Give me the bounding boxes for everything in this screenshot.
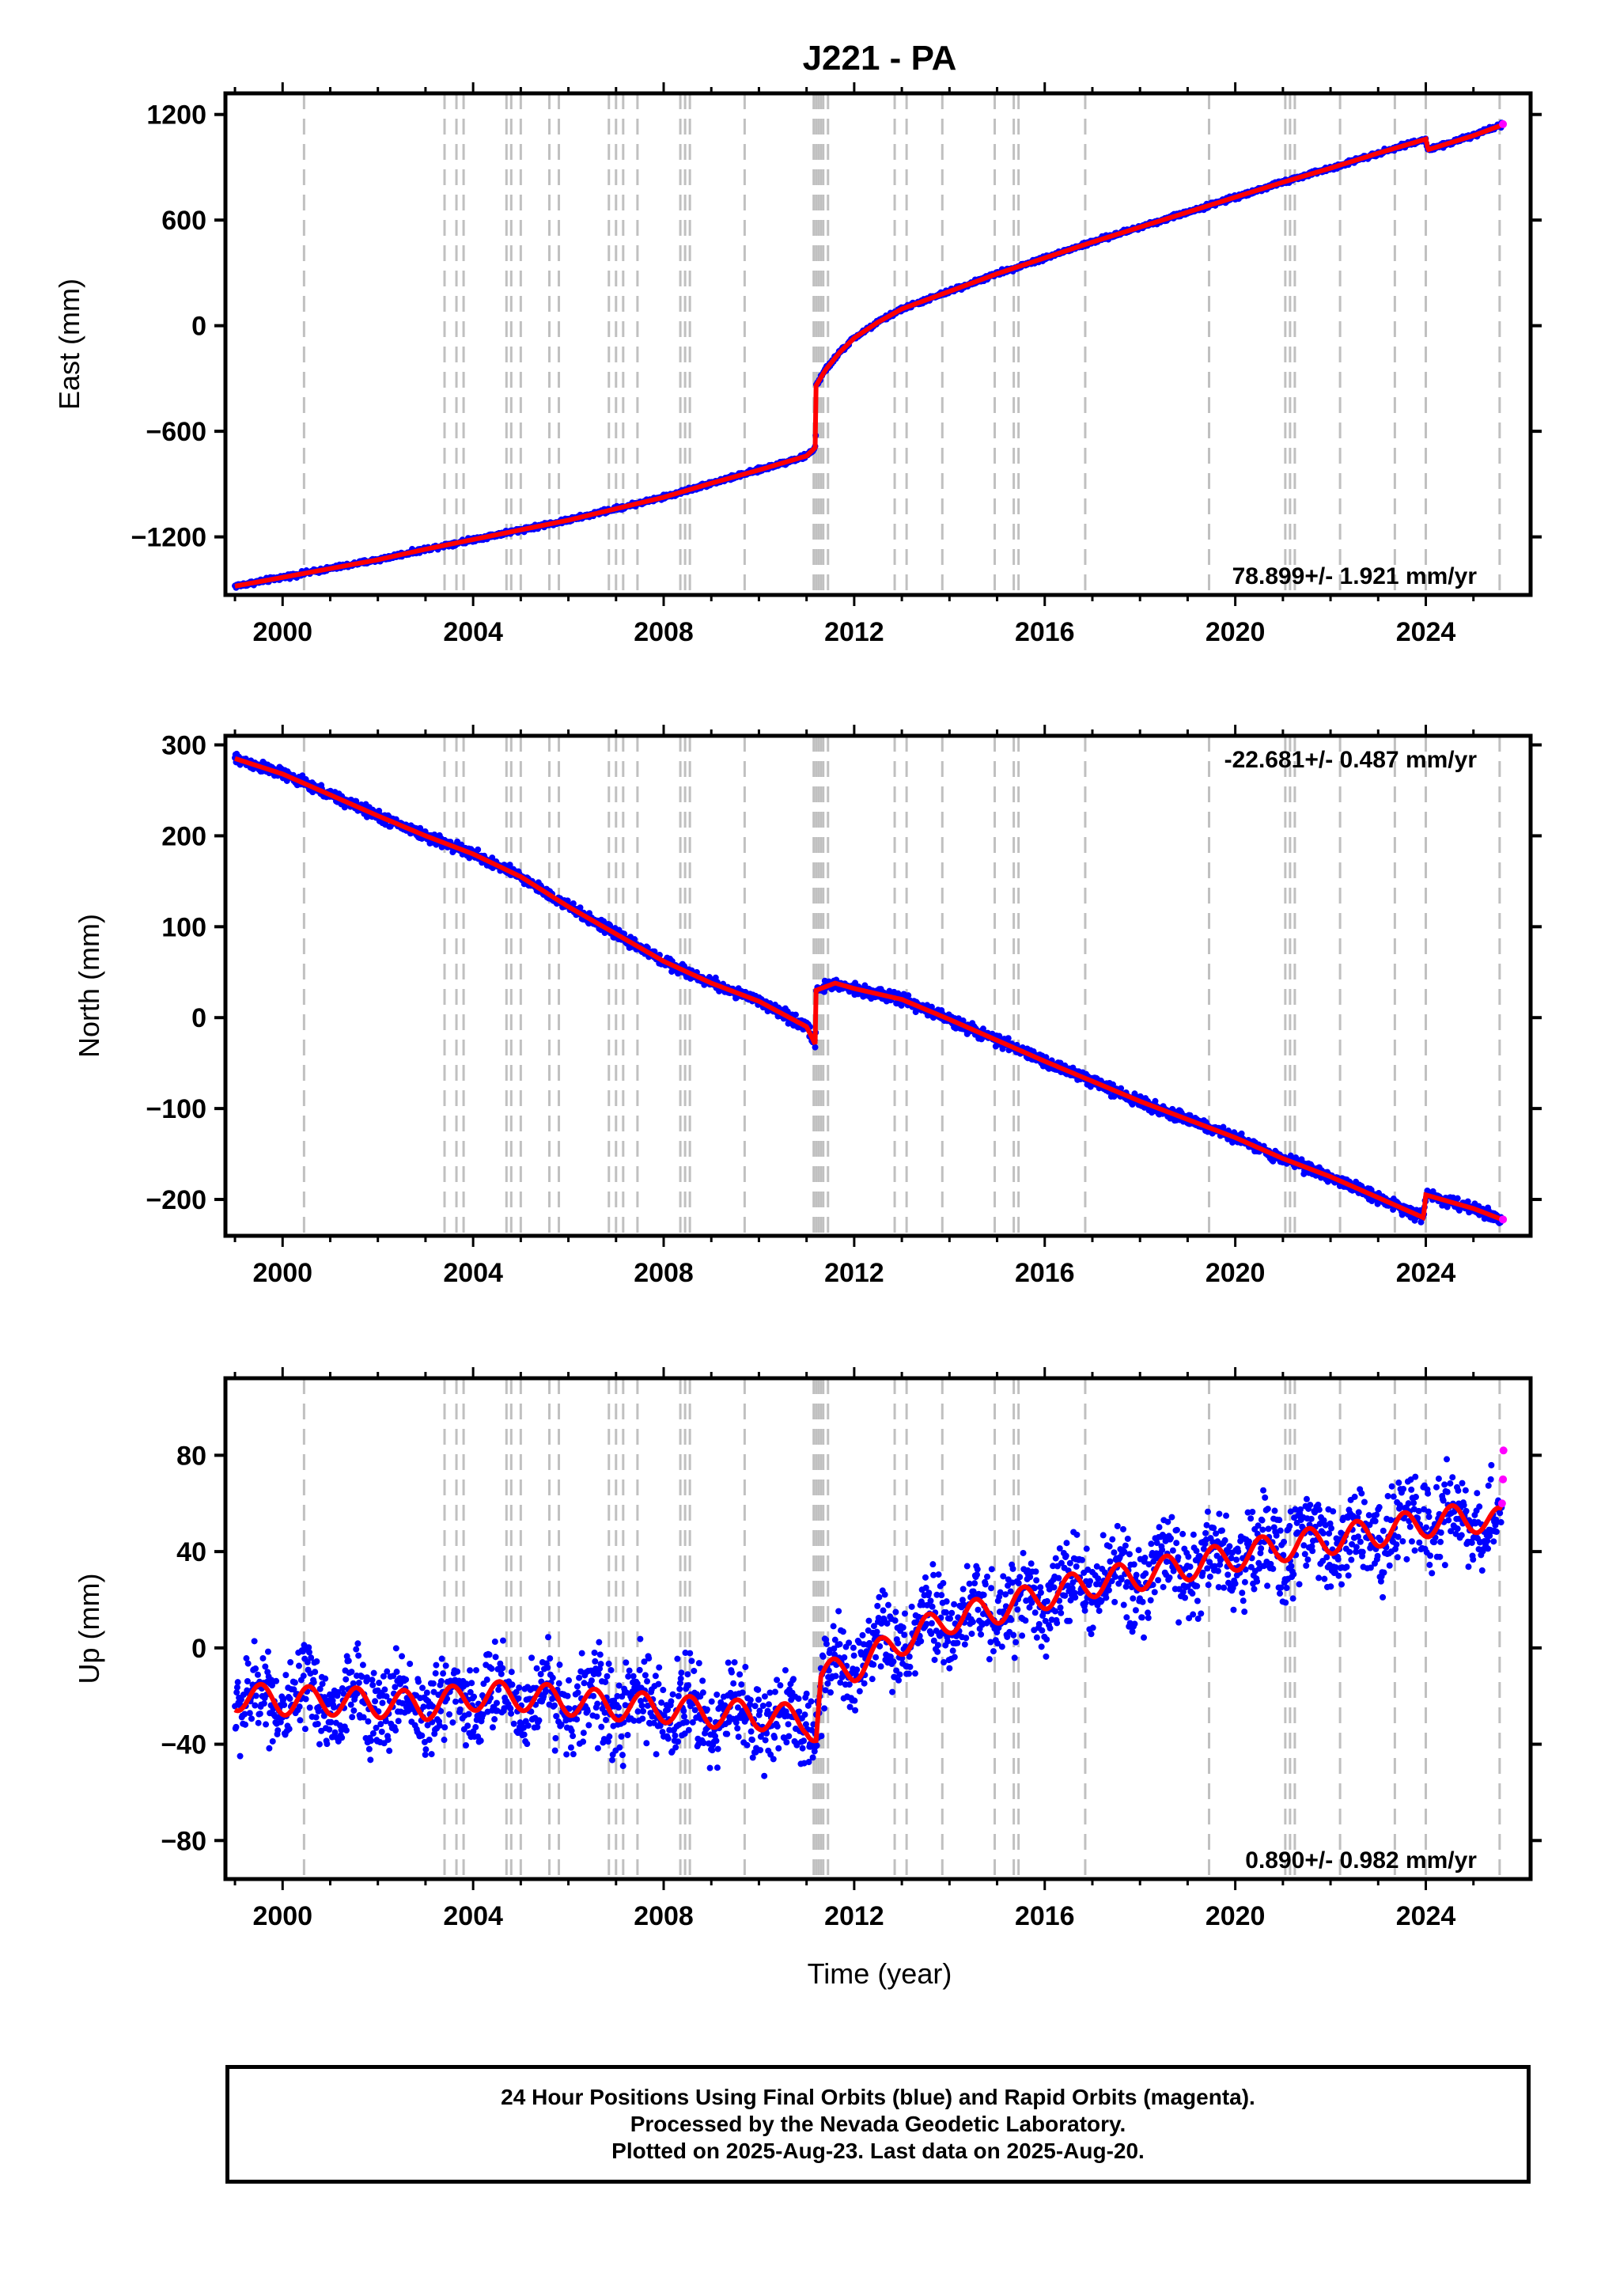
rapid-orbit-point (1499, 119, 1508, 128)
final-orbit-points (232, 750, 1505, 1226)
footer-line-2: Processed by the Nevada Geodetic Laborat… (630, 2112, 1126, 2136)
footer-note-box: 24 Hour Positions Using Final Orbits (bl… (225, 2065, 1531, 2184)
x-tick-label: 2016 (1015, 1901, 1075, 1931)
x-tick-label: 2020 (1205, 1258, 1266, 1288)
x-tick-label: 2024 (1396, 1258, 1456, 1288)
y-tick-label: −1200 (131, 523, 207, 553)
x-tick-label: 2000 (252, 1258, 312, 1288)
y-tick-label: 200 (161, 821, 206, 851)
x-tick-label: 2012 (824, 1258, 884, 1288)
east-panel: −1200 −600 0 600 1200 2000 2004 2008 2012 2016 202… (53, 82, 1542, 647)
y-axis-label: Up (mm) (73, 1574, 105, 1684)
y-tick-label: 0 (191, 312, 206, 342)
y-axis-label: North (mm) (73, 914, 105, 1058)
step-lines (302, 1378, 1501, 1879)
rate-label: 78.899+/- 1.921 mm/yr (1232, 563, 1478, 589)
step-lines (302, 736, 1501, 1236)
model-fit-line (233, 1502, 1504, 1744)
x-tick-label: 2008 (634, 1258, 694, 1288)
x-tick-label: 2020 (1205, 617, 1266, 647)
x-tick-label: 2016 (1015, 617, 1075, 647)
north-panel: −200 −100 0 100 200 300 2000 2004 2008 2012 2016 20… (73, 725, 1542, 1288)
y-tick-label: 100 (161, 912, 206, 942)
y-tick-label: 0 (191, 1634, 206, 1664)
plot-frame (223, 1376, 1533, 1881)
y-tick-label: 300 (161, 730, 206, 760)
y-tick-label: 40 (176, 1537, 206, 1567)
y-tick-label: −200 (146, 1185, 206, 1215)
y-axis-label: East (mm) (53, 278, 85, 410)
x-tick-label: 2012 (824, 617, 884, 647)
x-tick-label: 2020 (1205, 1901, 1266, 1931)
figure-title: J221 - PA (803, 39, 957, 78)
up-panel: −80 −40 0 40 80 2000 2004 2008 2012 2016 2020 2024 U… (73, 1367, 1542, 1931)
rapid-orbit-point (1499, 1475, 1508, 1483)
rapid-orbit-point (1499, 1215, 1508, 1224)
x-tick-label: 2016 (1015, 1258, 1075, 1288)
model-fit-line (234, 123, 1504, 589)
x-tick-label: 2000 (252, 1901, 312, 1931)
y-tick-label: 0 (191, 1003, 206, 1033)
rate-label: -22.681+/- 0.487 mm/yr (1224, 747, 1478, 773)
rate-label: 0.890+/- 0.982 mm/yr (1245, 1847, 1477, 1874)
y-tick-label: −40 (161, 1730, 206, 1760)
y-tick-label: 80 (176, 1441, 206, 1471)
footer-line-1: 24 Hour Positions Using Final Orbits (bl… (501, 2085, 1255, 2109)
y-tick-label: −80 (161, 1826, 206, 1856)
footer-line-3: Plotted on 2025-Aug-23. Last data on 202… (611, 2139, 1145, 2163)
rapid-orbit-point (1497, 1499, 1506, 1508)
final-orbit-points (232, 1456, 1505, 1779)
step-lines (302, 93, 1501, 595)
x-tick-label: 2004 (443, 1258, 503, 1288)
y-tick-label: −100 (146, 1094, 206, 1124)
model-fit-line (234, 756, 1503, 1222)
x-tick-label: 2008 (634, 1901, 694, 1931)
y-tick-label: 1200 (146, 100, 206, 131)
final-orbit-points (232, 119, 1505, 591)
x-tick-label: 2004 (443, 1901, 503, 1931)
x-tick-label: 2024 (1396, 1901, 1456, 1931)
x-axis-label: Time (year) (808, 1957, 952, 1990)
x-tick-label: 2008 (634, 617, 694, 647)
plot-frame (223, 733, 1533, 1238)
plot-frame (223, 91, 1533, 597)
x-tick-label: 2012 (824, 1901, 884, 1931)
x-tick-label: 2024 (1396, 617, 1456, 647)
x-tick-label: 2004 (443, 617, 503, 647)
x-tick-label: 2000 (252, 617, 312, 647)
y-tick-label: −600 (146, 417, 206, 447)
y-tick-label: 600 (161, 206, 206, 236)
rapid-orbit-point (1499, 1446, 1508, 1455)
